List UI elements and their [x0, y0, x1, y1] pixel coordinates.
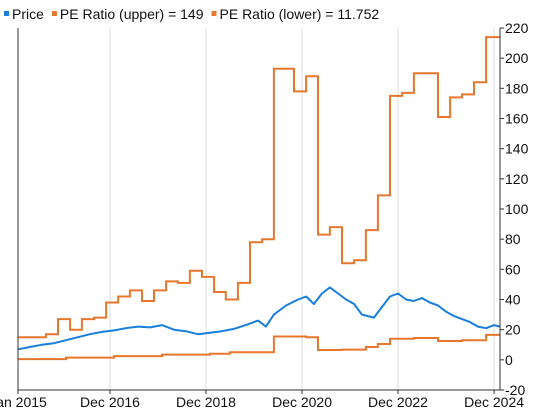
- y-tick-label: 160: [505, 111, 529, 127]
- legend-swatch: [51, 11, 57, 16]
- series-line-2: [18, 333, 500, 361]
- legend-swatch: [4, 11, 9, 16]
- y-tick-label: 120: [505, 171, 529, 187]
- x-tick-label: Dec 2024: [464, 394, 524, 410]
- x-tick-label: Dec 2020: [272, 394, 332, 410]
- y-tick-label: 140: [505, 141, 529, 157]
- y-tick-label: 20: [505, 322, 521, 338]
- legend: Price PE Ratio (upper) = 149 PE Ratio (low…: [4, 6, 379, 22]
- x-tick-label: Dec 2018: [176, 394, 236, 410]
- x-tick-label: Jan 2015: [0, 394, 47, 410]
- grid-layer: [109, 28, 495, 390]
- x-tick-label: Dec 2016: [80, 394, 140, 410]
- series-line-0: [17, 286, 501, 351]
- y-tick-label: 40: [505, 292, 521, 308]
- y-tick-label: 180: [505, 80, 529, 96]
- y-tick-label: 80: [505, 231, 521, 247]
- y-tick-label: 200: [505, 50, 529, 66]
- y-tick-label: 100: [505, 201, 529, 217]
- series-layer: [17, 36, 501, 361]
- legend-label: Price: [12, 6, 44, 22]
- y-tick-label: 220: [505, 20, 529, 36]
- legend-label: PE Ratio (upper) = 149: [60, 6, 204, 22]
- legend-label: PE Ratio (lower) = 11.752: [220, 6, 380, 22]
- axis-layer: Jan 2015 Dec 2016 Dec 2018 Dec 2020 Dec 2022…: [0, 20, 529, 410]
- y-tick-label: 0: [505, 352, 513, 368]
- x-tick-label: Dec 2022: [368, 394, 428, 410]
- legend-swatch: [211, 11, 217, 16]
- y-tick-label: -20: [505, 382, 525, 398]
- series-line-1: [18, 36, 500, 339]
- y-tick-label: 60: [505, 261, 521, 277]
